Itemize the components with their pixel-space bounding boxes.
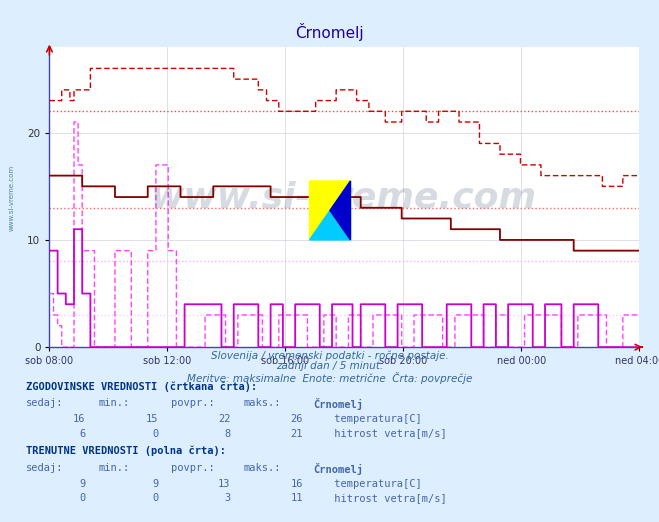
Text: Črnomelj: Črnomelj — [313, 398, 363, 410]
Text: zadnji dan / 5 minut.: zadnji dan / 5 minut. — [276, 361, 383, 371]
Polygon shape — [310, 181, 351, 240]
Text: hitrost vetra[m/s]: hitrost vetra[m/s] — [328, 429, 446, 438]
Text: 0: 0 — [80, 493, 86, 503]
Polygon shape — [310, 181, 351, 240]
Text: www.si-vreme.com: www.si-vreme.com — [152, 180, 537, 214]
Text: TRENUTNE VREDNOSTI (polna črta):: TRENUTNE VREDNOSTI (polna črta): — [26, 446, 226, 456]
Polygon shape — [330, 181, 351, 240]
Text: temperatura[C]: temperatura[C] — [328, 414, 421, 424]
Text: www.si-vreme.com: www.si-vreme.com — [9, 165, 14, 231]
Text: temperatura[C]: temperatura[C] — [328, 479, 421, 489]
Text: maks.:: maks.: — [244, 463, 281, 473]
Text: min.:: min.: — [99, 463, 130, 473]
Text: min.:: min.: — [99, 398, 130, 408]
Text: 6: 6 — [80, 429, 86, 438]
Text: Slovenija / vremenski podatki - ročne postaje.: Slovenija / vremenski podatki - ročne po… — [211, 351, 448, 361]
Text: Črnomelj: Črnomelj — [313, 463, 363, 475]
Text: povpr.:: povpr.: — [171, 463, 215, 473]
Text: ZGODOVINSKE VREDNOSTI (črtkana črta):: ZGODOVINSKE VREDNOSTI (črtkana črta): — [26, 381, 258, 392]
Text: hitrost vetra[m/s]: hitrost vetra[m/s] — [328, 493, 446, 503]
Text: 11: 11 — [291, 493, 303, 503]
Text: Črnomelj: Črnomelj — [295, 23, 364, 41]
Text: 16: 16 — [291, 479, 303, 489]
Text: 9: 9 — [152, 479, 158, 489]
Text: Meritve: maksimalne  Enote: metrične  Črta: povprečje: Meritve: maksimalne Enote: metrične Črta… — [186, 372, 473, 384]
Text: 15: 15 — [146, 414, 158, 424]
Text: sedaj:: sedaj: — [26, 463, 64, 473]
Text: maks.:: maks.: — [244, 398, 281, 408]
Text: 21: 21 — [291, 429, 303, 438]
Text: 3: 3 — [225, 493, 231, 503]
Text: 13: 13 — [218, 479, 231, 489]
Text: 16: 16 — [73, 414, 86, 424]
Text: 0: 0 — [152, 493, 158, 503]
Text: 8: 8 — [225, 429, 231, 438]
Text: 26: 26 — [291, 414, 303, 424]
Text: sedaj:: sedaj: — [26, 398, 64, 408]
Text: 9: 9 — [80, 479, 86, 489]
Text: 22: 22 — [218, 414, 231, 424]
Text: 0: 0 — [152, 429, 158, 438]
Text: povpr.:: povpr.: — [171, 398, 215, 408]
